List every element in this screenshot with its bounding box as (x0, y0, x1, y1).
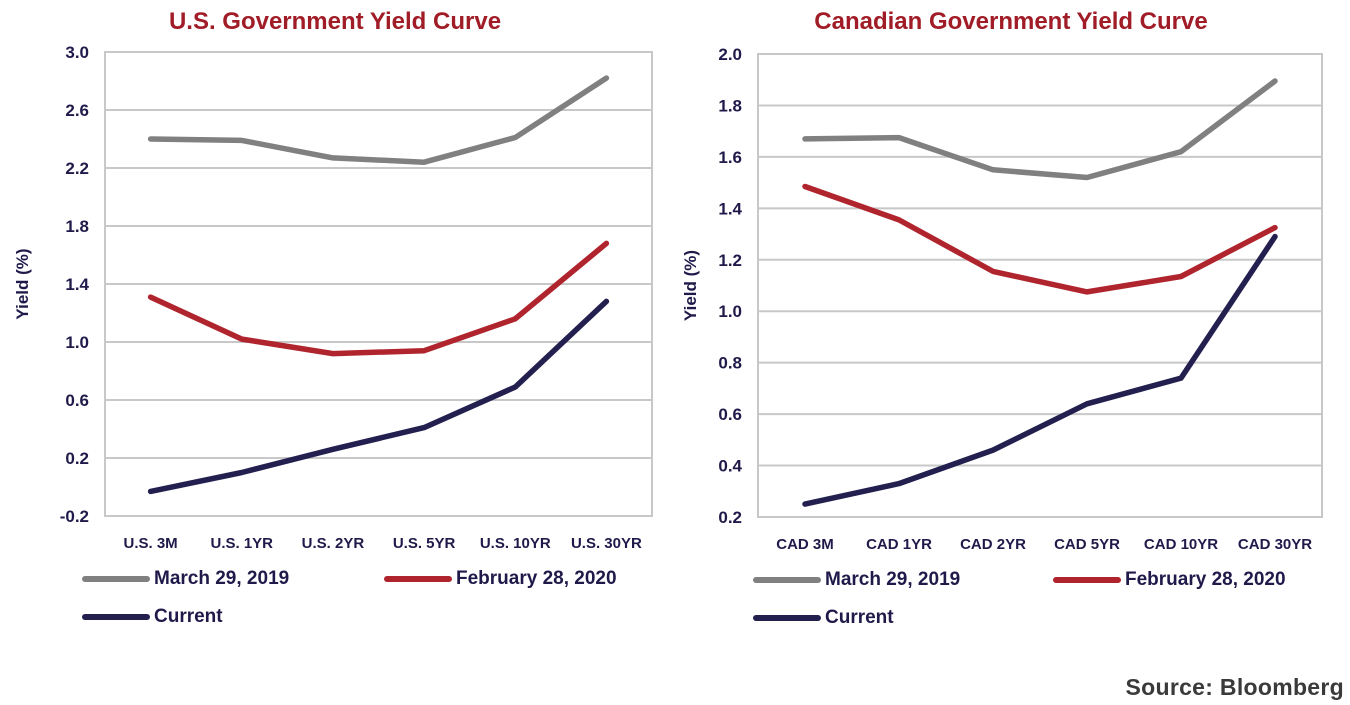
x-tick-label: U.S. 3M (123, 535, 177, 552)
y-tick-label: 1.0 (718, 302, 742, 321)
us-chart-plot: -0.2 0.2 0.6 1.0 1.4 1.8 2.2 2.6 3.0 U.S. 3M U.S. … (13, 43, 653, 552)
legend-swatch (1053, 577, 1121, 583)
legend-item: Current (82, 605, 223, 629)
y-tick-label: 1.4 (718, 199, 742, 218)
x-tick-label: CAD 5YR (1054, 536, 1120, 553)
legend-label: February 28, 2020 (1125, 569, 1286, 590)
y-tick-label: 1.0 (65, 333, 89, 352)
series-line-3 (802, 233, 1278, 507)
y-tick-label: 2.2 (65, 159, 89, 178)
y-tick-label: 0.6 (718, 405, 742, 424)
us-yield-curve-chart: U.S. Government Yield Curve -0.2 0.2 0.6 1.… (0, 0, 670, 660)
legend-item: March 29, 2019 (82, 567, 289, 591)
x-tick-label: U.S. 30YR (571, 535, 642, 552)
series-line-3 (147, 298, 610, 495)
legend-item: February 28, 2020 (384, 567, 617, 591)
legend-label: March 29, 2019 (154, 568, 290, 589)
x-tick-label: CAD 10YR (1144, 536, 1218, 553)
y-axis-label: Yield (%) (13, 248, 32, 319)
y-tick-label: 1.4 (65, 275, 89, 294)
chart-title: Canadian Government Yield Curve (814, 8, 1208, 35)
canadian-chart-plot: 0.2 0.4 0.6 0.8 1.0 1.2 1.4 1.6 1.8 2.0 CAD 3M CAD … (681, 45, 1323, 553)
y-tick-label: 3.0 (65, 43, 89, 62)
series-line-2 (802, 183, 1278, 295)
y-tick-label: 0.2 (718, 508, 742, 527)
legend-label: Current (154, 606, 223, 627)
series-line-1 (802, 78, 1278, 181)
x-tick-label: CAD 30YR (1238, 536, 1312, 553)
y-tick-label: 0.6 (65, 391, 89, 410)
source-note: Source: Bloomberg (1125, 674, 1344, 700)
y-tick-label: 2.6 (65, 101, 89, 120)
y-tick-label: 0.8 (718, 354, 742, 373)
x-tick-label: U.S. 10YR (480, 535, 551, 552)
y-tick-label: 0.4 (718, 457, 742, 476)
legend-item: Current (753, 606, 894, 630)
x-tick-label: U.S. 1YR (210, 535, 273, 552)
y-tick-label: 1.8 (65, 217, 89, 236)
x-tick-label: CAD 1YR (866, 536, 932, 553)
y-tick-label: 1.6 (718, 148, 742, 167)
legend-swatch (82, 576, 150, 582)
series-line-2 (147, 240, 610, 357)
canadian-yield-curve-chart: Canadian Government Yield Curve 0.2 0.4 0.… (672, 0, 1350, 660)
y-tick-label: 1.2 (718, 251, 742, 270)
legend-item: February 28, 2020 (1053, 568, 1286, 592)
x-tick-label: U.S. 5YR (393, 535, 456, 552)
legend-swatch (384, 576, 452, 582)
legend-label: March 29, 2019 (825, 569, 961, 590)
chart-title: U.S. Government Yield Curve (168, 8, 502, 35)
x-tick-label: U.S. 2YR (302, 535, 365, 552)
y-tick-label: 0.2 (65, 449, 89, 468)
x-tick-label: CAD 3M (776, 536, 834, 553)
legend-item: March 29, 2019 (753, 568, 960, 592)
legend-swatch (753, 577, 821, 583)
y-tick-label: 2.0 (718, 45, 742, 64)
y-axis-label: Yield (%) (681, 250, 700, 321)
legend-swatch (82, 614, 150, 620)
y-tick-label: 1.8 (718, 96, 742, 115)
legend-label: February 28, 2020 (456, 568, 617, 589)
x-tick-label: CAD 2YR (960, 536, 1026, 553)
legend-swatch (753, 615, 821, 621)
plot-frame (757, 53, 1323, 518)
legend-label: Current (825, 607, 894, 628)
plot-frame (104, 51, 653, 517)
series-line-1 (147, 75, 610, 165)
y-tick-label: -0.2 (60, 507, 89, 526)
